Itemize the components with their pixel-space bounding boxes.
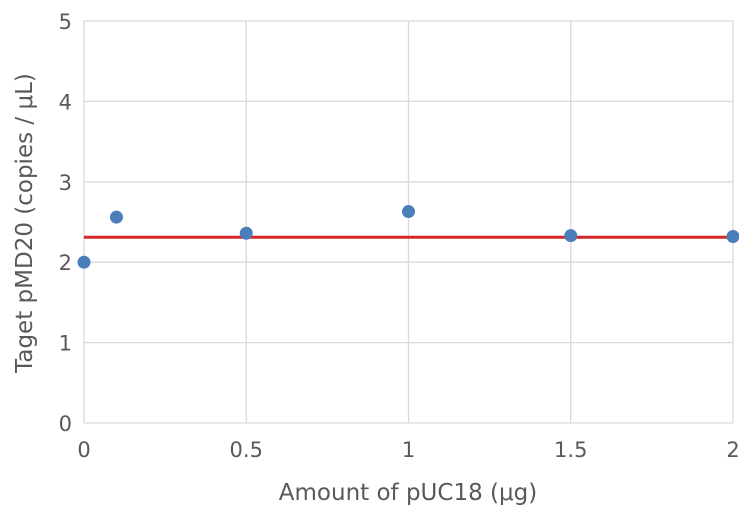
data-point [402,205,415,218]
y-tick-label: 4 [59,90,72,114]
y-tick-labels: 0 1 2 3 4 5 [59,10,72,436]
y-tick-label: 5 [59,10,72,34]
y-tick-label: 1 [59,332,72,356]
x-axis-title: Amount of pUC18 (μg) [279,480,537,506]
data-point [78,256,91,269]
y-tick-label: 0 [59,412,72,436]
data-point [564,229,577,242]
x-tick-labels: 0 0.5 1 1.5 2 [77,438,739,462]
x-tick-label: 0.5 [230,438,263,462]
data-point [110,211,123,224]
x-tick-label: 2 [726,438,739,462]
grid-lines [84,21,733,423]
x-tick-label: 1.5 [554,438,587,462]
data-point [240,227,253,240]
data-point [727,230,739,243]
y-tick-label: 2 [59,251,72,275]
x-tick-label: 0 [77,438,90,462]
y-tick-label: 3 [59,171,72,195]
y-axis-title: Taget pMD20 (copies / μL) [12,73,38,374]
x-tick-label: 1 [402,438,415,462]
